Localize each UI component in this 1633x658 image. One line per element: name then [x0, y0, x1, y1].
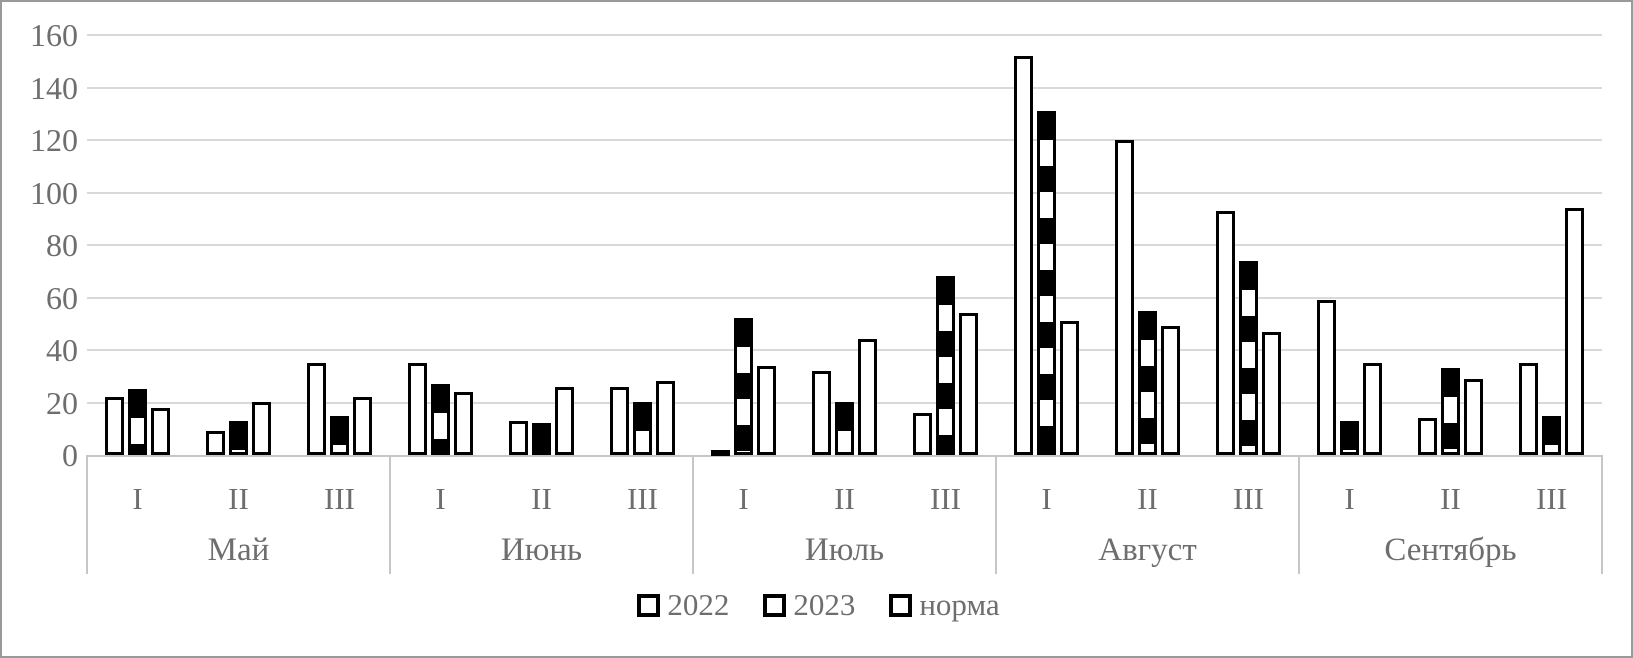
bar-2022-Июнь-II: [509, 421, 528, 455]
bar-норма-Июнь-III: [656, 381, 675, 455]
y-axis-tick-label: 20: [46, 384, 78, 421]
bar-2022-Июнь-I: [408, 363, 427, 455]
bar-2022-Май-I: [105, 397, 124, 455]
legend-item-2022: 2022: [637, 588, 729, 622]
bar-2022-Август-III: [1216, 211, 1235, 455]
legend-item-2023: 2023: [763, 588, 855, 622]
x-axis-month-label: Сентябрь: [1384, 532, 1517, 568]
legend-label: норма: [919, 587, 1000, 622]
y-axis-tick-label: 60: [46, 279, 78, 316]
bar-2022-Май-III: [307, 363, 326, 455]
x-axis-month-label: Июнь: [500, 532, 583, 568]
legend-label: 2023: [793, 587, 856, 622]
bar-2023-Июль-III: [936, 276, 955, 455]
bar-2022-Июль-II: [812, 371, 831, 455]
x-axis-decade-label: II: [228, 481, 249, 516]
bar-2023-Май-III: [330, 416, 349, 455]
bar-2022-Сентябрь-I: [1317, 300, 1336, 455]
y-gridline: [87, 296, 1602, 299]
bar-норма-Июнь-II: [555, 387, 574, 455]
month-separator-tick: [1298, 455, 1300, 574]
x-axis-decade-label: I: [435, 481, 446, 516]
bar-2022-Июнь-III: [610, 387, 629, 455]
bar-норма-Июль-II: [858, 339, 877, 455]
bar-2023-Июнь-II: [532, 423, 551, 455]
bar-норма-Сентябрь-II: [1464, 379, 1483, 455]
bar-норма-Май-III: [353, 397, 372, 455]
bar-2023-Май-II: [229, 421, 248, 455]
x-axis-decade-label: II: [1440, 481, 1461, 516]
bar-2023-Август-III: [1239, 261, 1258, 455]
x-axis-line: [86, 455, 1603, 457]
x-axis-decade-label: II: [531, 481, 552, 516]
bar-2022-Август-I: [1014, 56, 1033, 455]
x-axis-decade-label: III: [324, 481, 355, 516]
y-axis-tick-label: 0: [62, 437, 78, 473]
legend-label: 2022: [667, 587, 730, 622]
month-separator-tick: [86, 455, 88, 574]
bar-2023-Июнь-I: [431, 384, 450, 455]
x-axis-decade-label: I: [1344, 481, 1355, 516]
bar-норма-Июнь-I: [454, 392, 473, 455]
month-separator-tick: [1601, 455, 1603, 574]
legend-item-норма: норма: [889, 587, 1000, 622]
x-axis-decade-label: II: [834, 481, 855, 516]
bar-2022-Июль-III: [913, 413, 932, 455]
bar-2023-Сентябрь-III: [1542, 416, 1561, 455]
x-axis-decade-label: I: [132, 481, 143, 516]
y-axis-tick-label: 40: [46, 332, 78, 368]
legend-marker-square-icon: [889, 593, 913, 617]
legend-marker-square-icon: [763, 593, 787, 617]
bar-2022-Сентябрь-III: [1519, 363, 1538, 455]
bar-норма-Май-I: [151, 408, 170, 455]
x-axis-decade-label: III: [930, 481, 961, 516]
x-axis-decade-label: I: [738, 481, 749, 516]
x-axis-month-label: Май: [207, 532, 270, 568]
y-gridline: [87, 86, 1602, 89]
bar-2023-Май-I: [128, 389, 147, 455]
y-axis-tick-label: 80: [46, 227, 78, 263]
x-axis-decade-label: III: [1536, 481, 1567, 516]
bar-норма-Июль-III: [959, 313, 978, 455]
month-separator-tick: [692, 455, 694, 574]
y-gridline: [87, 191, 1602, 194]
bar-норма-Август-I: [1060, 321, 1079, 455]
y-axis-tick-label: 140: [30, 69, 78, 106]
y-gridline: [87, 349, 1602, 351]
y-gridline: [87, 139, 1602, 141]
bar-норма-Июль-I: [757, 366, 776, 455]
bar-норма-Сентябрь-I: [1363, 363, 1382, 455]
x-axis-decade-label: III: [1233, 481, 1264, 516]
bar-2023-Июль-I: [734, 318, 753, 455]
month-separator-tick: [389, 455, 391, 574]
y-gridline: [87, 34, 1602, 36]
bar-норма-Август-II: [1161, 326, 1180, 455]
x-axis-decade-label: I: [1041, 481, 1052, 516]
y-axis-tick-label: 160: [30, 17, 78, 53]
bar-2023-Август-II: [1138, 311, 1157, 455]
y-axis-tick-label: 120: [30, 122, 78, 158]
bar-2023-Июль-II: [835, 402, 854, 455]
bar-2023-Сентябрь-II: [1441, 368, 1460, 455]
bar-2023-Сентябрь-I: [1340, 421, 1359, 455]
bar-2022-Август-II: [1115, 140, 1134, 455]
bar-норма-Август-III: [1262, 332, 1281, 455]
bar-2022-Июль-I: [711, 450, 730, 456]
x-axis-decade-label: III: [627, 481, 658, 516]
y-gridline: [87, 244, 1602, 246]
chart-legend: 2022 2023 норма: [2, 585, 1631, 625]
bar-2022-Май-II: [206, 431, 225, 455]
bar-2022-Сентябрь-II: [1418, 418, 1437, 455]
x-axis-decade-label: II: [1137, 481, 1158, 516]
x-axis-month-label: Август: [1098, 532, 1197, 568]
x-axis-month-label: Июль: [804, 532, 885, 568]
bar-2023-Июнь-III: [633, 402, 652, 455]
bar-норма-Май-II: [252, 402, 271, 455]
y-axis-tick-label: 100: [30, 174, 78, 211]
bar-норма-Сентябрь-III: [1565, 208, 1584, 455]
legend-marker-square-icon: [637, 593, 661, 617]
month-separator-tick: [995, 455, 997, 574]
bar-2023-Август-I: [1037, 111, 1056, 455]
